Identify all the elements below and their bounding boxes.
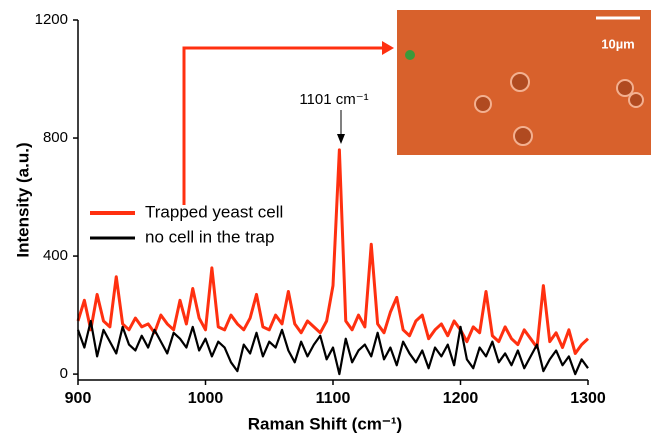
cell	[513, 126, 533, 146]
cell	[510, 72, 530, 92]
y-tick-label: 400	[43, 247, 68, 264]
cell	[474, 95, 492, 113]
cell	[628, 92, 644, 108]
series-line	[76, 148, 590, 355]
y-tick-label: 800	[43, 129, 68, 146]
x-tick-label: 1300	[570, 390, 606, 407]
series-line	[76, 319, 589, 376]
x-axis-label: Raman Shift (cm⁻¹)	[248, 414, 402, 433]
x-tick-label: 1000	[188, 390, 224, 407]
y-tick-label: 0	[60, 365, 68, 382]
scale-label: 10µm	[601, 36, 635, 51]
y-tick-label: 1200	[35, 11, 68, 28]
annotation: 1101 cm⁻¹	[299, 91, 368, 108]
x-tick-label: 1200	[443, 390, 479, 407]
legend-label: Trapped yeast cell	[145, 202, 283, 221]
x-tick-label: 900	[65, 390, 92, 407]
cell	[616, 79, 634, 97]
pointer-arrow	[182, 46, 386, 205]
trapped-cell	[405, 50, 415, 60]
legend-label: no cell in the trap	[145, 227, 274, 246]
y-axis-label: Intensity (a.u.)	[13, 142, 32, 257]
arrow-head	[382, 41, 394, 55]
arrow-head	[337, 134, 345, 144]
x-tick-label: 1100	[316, 390, 351, 407]
